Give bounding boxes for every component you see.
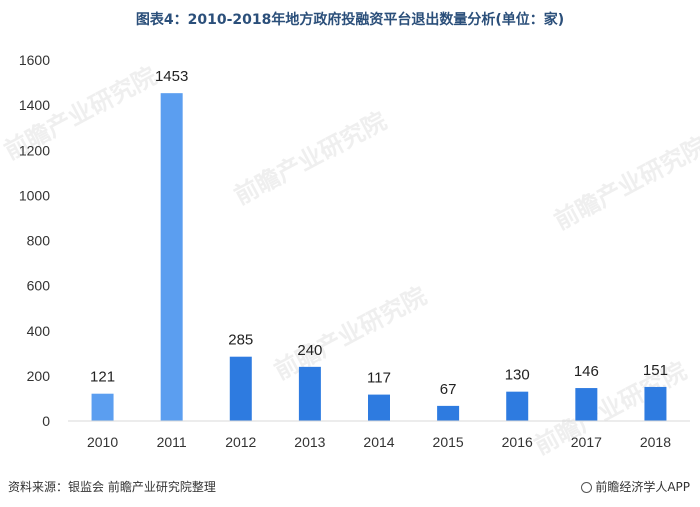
bar-2010 bbox=[91, 393, 114, 421]
data-label-2010: 121 bbox=[90, 369, 115, 386]
bar-2014 bbox=[368, 394, 390, 421]
y-tick-label: 1200 bbox=[19, 142, 50, 158]
bars: 121 1453 285 240 117 67 130 146 151 bbox=[90, 68, 668, 422]
bar-2016 bbox=[506, 391, 529, 421]
data-label-2016: 130 bbox=[505, 367, 530, 384]
y-tick-label: 200 bbox=[27, 368, 51, 384]
bar-2012 bbox=[229, 356, 252, 421]
y-tick-label: 0 bbox=[42, 413, 50, 429]
chart-title: 图表4：2010-2018年地方政府投融资平台退出数量分析(单位：家) bbox=[135, 12, 565, 28]
x-tick-label-2018: 2018 bbox=[640, 434, 671, 450]
watermark-text: 前瞻产业研究院 bbox=[550, 132, 700, 236]
x-tick-label-2015: 2015 bbox=[433, 434, 464, 450]
y-tick-label: 1600 bbox=[19, 52, 50, 68]
y-tick-label: 1000 bbox=[19, 187, 50, 203]
data-label-2012: 285 bbox=[228, 332, 253, 349]
y-tick-label: 800 bbox=[27, 233, 51, 249]
source-note: 资料来源：银监会 前瞻产业研究院整理 bbox=[8, 480, 216, 494]
bar-2013 bbox=[298, 366, 321, 421]
x-tick-label-2012: 2012 bbox=[225, 434, 256, 450]
bar-2018 bbox=[644, 386, 667, 421]
y-tick-label: 400 bbox=[27, 323, 51, 339]
brand-logo-icon bbox=[581, 482, 593, 493]
x-tick-label-2010: 2010 bbox=[87, 434, 118, 450]
watermark-text: 前瞻产业研究院 bbox=[230, 107, 391, 211]
bar-2015 bbox=[437, 405, 460, 421]
x-axis: 2010 2011 2012 2013 2014 2015 2016 2017 2018 bbox=[68, 420, 690, 450]
y-tick-label: 600 bbox=[27, 278, 51, 294]
y-axis: 0 200 400 600 800 1000 1200 1400 1600 bbox=[19, 52, 50, 429]
data-label-2015: 67 bbox=[440, 381, 457, 398]
watermark-text: 前瞻产业研究院 bbox=[270, 282, 431, 386]
x-tick-label-2014: 2014 bbox=[363, 434, 394, 450]
x-tick-label-2016: 2016 bbox=[502, 434, 533, 450]
bar-2017 bbox=[575, 388, 598, 421]
brand-name: 前瞻经济学人APP bbox=[595, 480, 690, 494]
data-label-2013: 240 bbox=[297, 342, 322, 359]
data-label-2018: 151 bbox=[643, 362, 668, 379]
data-label-2014: 117 bbox=[367, 370, 391, 387]
brand-credit: 前瞻经济学人APP bbox=[581, 478, 690, 495]
y-tick-label: 1400 bbox=[19, 97, 50, 113]
x-tick-label-2017: 2017 bbox=[571, 434, 602, 450]
data-label-2017: 146 bbox=[574, 363, 599, 380]
data-label-2011: 1453 bbox=[155, 68, 188, 85]
x-tick-label-2013: 2013 bbox=[294, 434, 325, 450]
bar-2011 bbox=[160, 93, 183, 422]
x-tick-label-2011: 2011 bbox=[157, 434, 187, 450]
